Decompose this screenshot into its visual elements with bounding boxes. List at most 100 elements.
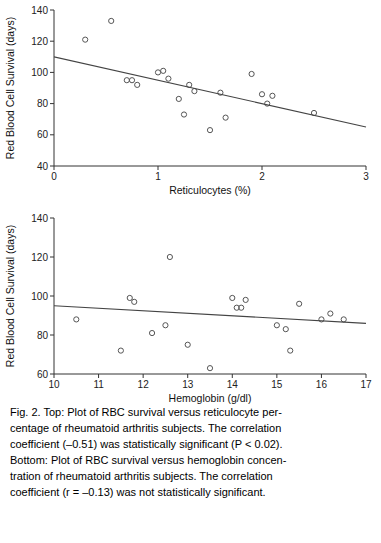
data-layer [54, 254, 366, 370]
y-tick-label: 40 [37, 161, 49, 172]
scatter-point [297, 301, 302, 306]
scatter-point [135, 82, 140, 87]
x-tick [143, 374, 144, 378]
y-axis-line [54, 10, 55, 166]
scatter-point [176, 96, 181, 101]
y-tick-label: 60 [37, 129, 49, 140]
figure: 0123406080100120140Reticulocytes (%)Red … [0, 0, 381, 543]
y-tick-label: 140 [31, 213, 48, 224]
y-tick-label: 80 [37, 330, 49, 341]
x-tick [54, 166, 55, 170]
y-tick-label: 140 [31, 5, 48, 16]
scatter-point [132, 299, 137, 304]
y-tick [50, 41, 54, 42]
x-tick [98, 374, 99, 378]
y-tick [50, 103, 54, 104]
regression-line [54, 57, 366, 127]
scatter-point [341, 317, 346, 322]
scatter-point [283, 327, 288, 332]
plot-panel: 10 11 12 13 14 15 16 17 60 80 100 120 140 Hemoglobin … [4, 213, 372, 405]
x-tick-label: 1 [155, 171, 161, 182]
caption-line: tration of rheumatoid arthritis subjects… [10, 470, 273, 482]
scatter-point [124, 78, 129, 83]
scatter-point [109, 18, 114, 23]
x-tick-label: 3 [363, 171, 369, 182]
regression-line [54, 306, 366, 324]
caption-line: centage of rheumatoid arthritis subjects… [10, 422, 281, 434]
x-tick-label: 10 [48, 379, 60, 390]
x-tick [232, 374, 233, 378]
caption: Fig. 2. Top: Plot of RBC survival versus… [10, 406, 287, 498]
y-tick [50, 72, 54, 73]
x-tick-label: 15 [271, 379, 283, 390]
x-tick-label: 2 [259, 171, 265, 182]
scatter-point [163, 323, 168, 328]
x-tick-label: 16 [316, 379, 328, 390]
x-tick [366, 166, 367, 170]
y-axis-label: Red Blood Cell Survival (days) [4, 225, 16, 367]
caption-line: coefficient (–0.51) was statistically si… [10, 438, 283, 450]
y-tick [50, 257, 54, 258]
x-axis-label: Reticulocytes (%) [169, 184, 251, 196]
scatter-point [328, 311, 333, 316]
scatter-point [259, 92, 264, 97]
scatter-point [149, 330, 154, 335]
x-tick-label: 11 [93, 379, 104, 390]
scatter-point [223, 115, 228, 120]
y-tick-label: 100 [31, 67, 48, 78]
caption-line: coefficient (r = –0.13) was not statisti… [10, 486, 266, 498]
scatter-point [118, 348, 123, 353]
y-tick [50, 166, 54, 167]
x-tick-label: 17 [360, 379, 372, 390]
scatter-point [83, 37, 88, 42]
x-tick [366, 374, 367, 378]
scatter-point [207, 128, 212, 133]
x-tick-label: 0 [51, 171, 57, 182]
x-tick [262, 166, 263, 170]
y-tick [50, 335, 54, 336]
scatter-point [230, 295, 235, 300]
scatter-point [167, 254, 172, 259]
scatter-point [207, 366, 212, 371]
caption-line: Bottom: Plot of RBC survival versus hemo… [10, 454, 287, 466]
scatter-point [270, 93, 275, 98]
scatter-point [243, 297, 248, 302]
x-tick [187, 374, 188, 378]
x-axis-label: Hemoglobin (g/dl) [169, 392, 252, 404]
x-tick [276, 374, 277, 378]
y-tick-label: 120 [31, 36, 48, 47]
x-tick-label: 14 [227, 379, 239, 390]
scatter-point [127, 295, 132, 300]
x-tick-label: 12 [138, 379, 150, 390]
caption-line: Fig. 2. Top: Plot of RBC survival versus… [10, 406, 282, 418]
scatter-point [185, 342, 190, 347]
x-tick [321, 374, 322, 378]
scatter-point [166, 76, 171, 81]
y-tick-label: 120 [31, 252, 48, 263]
scatter-point [155, 70, 160, 75]
scatter-point [161, 68, 166, 73]
y-tick [50, 10, 54, 11]
scatter-point [239, 305, 244, 310]
y-tick [50, 374, 54, 375]
scatter-point [249, 71, 254, 76]
y-axis-label: Red Blood Cell Survival (days) [4, 17, 16, 159]
y-tick-label: 60 [37, 369, 49, 380]
scatter-point [181, 112, 186, 117]
scatter-point [74, 317, 79, 322]
x-tick [158, 166, 159, 170]
y-tick-label: 80 [37, 98, 49, 109]
x-tick-label: 13 [182, 379, 194, 390]
y-tick [50, 296, 54, 297]
x-axis-line [54, 374, 366, 375]
x-axis-line [54, 166, 366, 167]
y-tick [50, 134, 54, 135]
data-layer [54, 18, 366, 132]
scatter-point [274, 323, 279, 328]
x-tick [54, 374, 55, 378]
y-tick [50, 218, 54, 219]
y-tick-label: 100 [31, 291, 48, 302]
plot-panel: 0 1 2 3 40 60 80 100 120 140 Reticulocytes (%) Red … [4, 5, 369, 197]
scatter-point [129, 78, 134, 83]
scatter-point [288, 348, 293, 353]
